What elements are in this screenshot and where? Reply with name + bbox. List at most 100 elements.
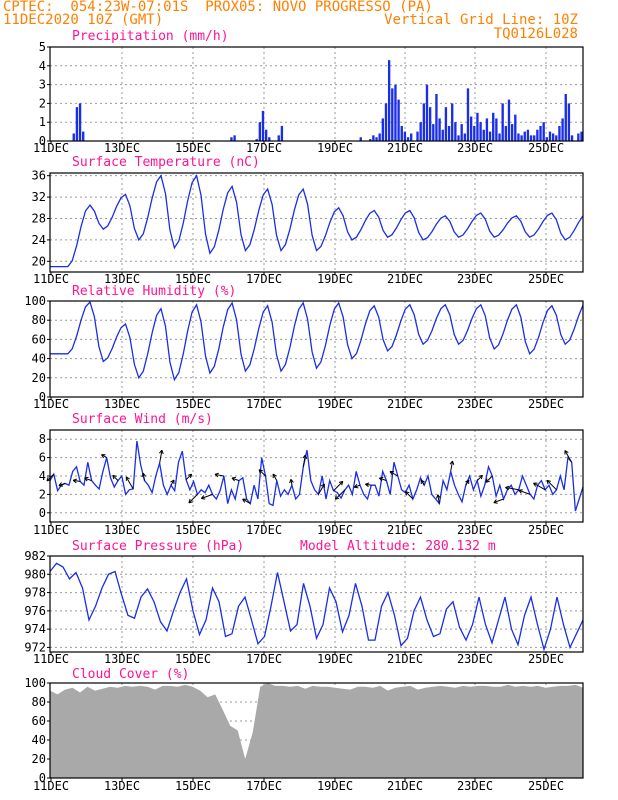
y-tick-label: 2 — [39, 487, 46, 501]
wind-arrow — [73, 479, 81, 483]
header-station: CPTEC: 054:23W-07:01S PROX05: NOVO PROGR… — [3, 0, 433, 15]
wind-arrow — [334, 489, 346, 500]
precip-bar — [507, 99, 511, 141]
y-tick-label: 60 — [32, 714, 46, 728]
precip-bar — [457, 135, 460, 141]
precip-bar — [381, 118, 385, 141]
precip-bar — [258, 122, 262, 141]
precip-bar — [451, 103, 454, 141]
x-tick-label: 25DEC — [528, 272, 564, 286]
precip-bar — [78, 103, 82, 141]
wind-arrowhead — [405, 491, 410, 496]
y-tick-label: 36 — [32, 169, 46, 183]
wind-arrowhead — [289, 478, 294, 484]
precip-bar — [555, 135, 558, 141]
wind-arrow — [505, 486, 519, 491]
y-tick-label: 0 — [39, 506, 46, 520]
x-tick-label: 11DEC — [33, 397, 69, 411]
series-line — [50, 174, 584, 268]
precip-bar — [264, 129, 268, 141]
y-tick-label: 0 — [39, 134, 46, 148]
x-tick-label: 25DEC — [528, 779, 564, 793]
x-tick-label: 21DEC — [387, 141, 423, 155]
wind-arrow — [242, 498, 251, 505]
cloud-area — [50, 683, 583, 778]
wind-arrowhead — [465, 479, 470, 485]
wind-arrowhead — [170, 479, 175, 485]
panel-0 — [47, 46, 584, 144]
x-tick-label: 17DEC — [246, 397, 282, 411]
panel-1 — [47, 172, 584, 275]
precip-bar — [394, 84, 397, 141]
precip-bar — [545, 137, 549, 141]
x-tick-label: 23DEC — [457, 523, 493, 537]
x-tick-label: 23DEC — [457, 397, 493, 411]
precip-bar — [435, 94, 438, 141]
wind-arrowhead — [389, 471, 395, 476]
y-tick-label: 1 — [39, 115, 46, 129]
panel-frame — [49, 429, 584, 523]
series-line — [49, 440, 584, 512]
panel-frame — [49, 46, 584, 142]
x-tick-label: 11DEC — [33, 652, 69, 666]
panel-2 — [47, 300, 584, 400]
wind-arrowhead — [231, 476, 236, 482]
y-tick-label: 0 — [39, 771, 46, 785]
precip-bar — [444, 107, 448, 141]
x-tick-label: 25DEC — [528, 141, 564, 155]
panel-title: Surface Pressure (hPa) — [72, 539, 244, 554]
wind-arrow — [317, 483, 325, 495]
x-tick-label: 13DEC — [104, 397, 140, 411]
y-tick-label: 28 — [32, 211, 46, 225]
x-tick-label: 21DEC — [387, 272, 423, 286]
precip-bar — [387, 60, 391, 141]
precip-bar — [255, 139, 258, 141]
wind-arrowhead — [420, 479, 425, 485]
y-tick-label: 5 — [39, 40, 46, 54]
precip-bar — [419, 122, 422, 141]
panel-3 — [46, 429, 584, 525]
precip-bar — [492, 112, 495, 141]
y-tick-label: 4 — [39, 469, 46, 483]
y-tick-label: 20 — [32, 752, 46, 766]
precip-bar — [473, 125, 476, 141]
panel-frame — [49, 682, 584, 779]
wind-arrowhead — [533, 482, 538, 487]
precip-bar — [551, 133, 555, 141]
precip-bar — [501, 103, 504, 141]
wind-arrowhead — [485, 478, 490, 483]
wind-arrowhead — [334, 495, 340, 500]
panel-frame — [49, 555, 584, 653]
wind-arrowhead — [58, 482, 63, 487]
wind-arrow — [272, 473, 278, 481]
precip-bar — [406, 137, 410, 141]
wind-arrow — [546, 479, 557, 491]
precip-bar — [577, 133, 580, 141]
wind-arrowhead — [187, 473, 193, 479]
x-tick-label: 15DEC — [175, 141, 211, 155]
x-tick-label: 17DEC — [246, 141, 282, 155]
x-tick-label: 21DEC — [387, 523, 423, 537]
wind-arrowhead — [159, 449, 164, 455]
precip-bar — [466, 88, 470, 141]
precip-bar — [369, 139, 372, 141]
wind-arrow — [258, 469, 266, 477]
y-tick-label: 24 — [32, 233, 46, 247]
y-tick-label: 100 — [24, 294, 46, 308]
precip-bar — [460, 124, 463, 141]
panel-title: Precipitation (mm/h) — [72, 29, 229, 44]
precip-bar — [403, 131, 407, 141]
precip-bar — [416, 131, 419, 141]
y-tick-label: 20 — [32, 371, 46, 385]
precip-bar — [558, 125, 561, 141]
precip-bar — [428, 107, 432, 141]
wind-arrowhead — [125, 476, 130, 481]
wind-arrow — [437, 494, 440, 504]
y-tick-label: 978 — [24, 586, 46, 600]
wind-arrowhead — [258, 469, 264, 474]
x-tick-label: 11DEC — [33, 141, 69, 155]
x-tick-label: 15DEC — [175, 523, 211, 537]
y-tick-label: 972 — [24, 640, 46, 654]
x-tick-label: 23DEC — [457, 272, 493, 286]
precip-bar — [533, 135, 536, 141]
